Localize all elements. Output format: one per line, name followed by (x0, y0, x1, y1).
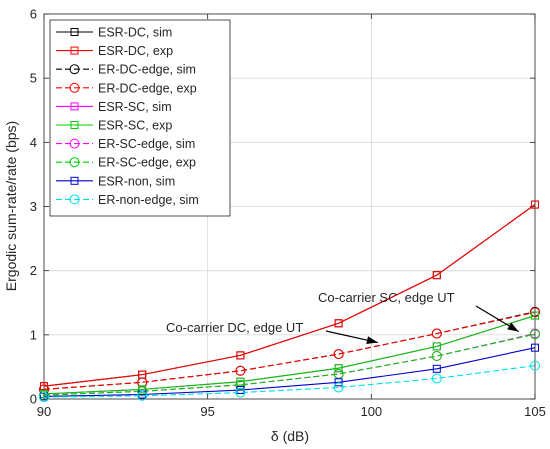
legend-label: ER-SC-edge, exp (98, 156, 196, 170)
circle-marker (333, 349, 344, 360)
legend-entry: ESR-non, sim (56, 174, 175, 188)
legend-label: ESR-DC, sim (98, 26, 172, 40)
annotation-sc-label: Co-carrier SC, edge UT (318, 290, 455, 305)
circle-marker (39, 384, 49, 395)
square-marker (236, 351, 245, 360)
legend-entry: ER-DC-edge, exp (56, 81, 197, 95)
legend-entry: ER-SC-edge, sim (56, 137, 195, 151)
y-tick-label: 2 (30, 263, 37, 278)
circle-marker (69, 138, 80, 149)
series-line (43, 347, 536, 397)
annotation-dc-label: Co-carrier DC, edge UT (166, 320, 303, 335)
legend-entry: ER-SC-edge, exp (56, 156, 196, 170)
series-line (43, 333, 536, 396)
legend: ESR-DC, sim ESR-DC, exp ER-DC-edge, sim ER-… (49, 19, 231, 217)
series-10 (39, 360, 540, 403)
y-tick-label: 1 (30, 327, 37, 342)
series-line (43, 311, 536, 390)
square-marker (70, 102, 79, 111)
circle-marker (69, 82, 80, 93)
series-line (43, 365, 536, 398)
legend-label: ESR-non, sim (98, 174, 175, 188)
axis-ticks: 90 95 100 105 0 1 2 3 4 5 6 (30, 7, 546, 420)
y-tick-label: 6 (30, 7, 37, 22)
legend-entry: ER-DC-edge, sim (56, 63, 196, 77)
circle-marker (333, 382, 344, 393)
x-tick-label: 90 (37, 404, 51, 419)
circle-marker (431, 328, 442, 339)
circle-marker (530, 360, 540, 371)
circle-marker (530, 329, 540, 340)
legend-entry: ESR-SC, exp (56, 119, 172, 133)
circle-marker (431, 351, 442, 362)
circle-marker (530, 307, 540, 318)
series-2 (40, 200, 539, 391)
circle-marker (137, 390, 148, 401)
square-marker (138, 385, 147, 394)
legend-entry: ER-non-edge, sim (56, 193, 199, 207)
legend-entry: ESR-DC, exp (56, 44, 173, 58)
circle-marker (235, 387, 246, 398)
circle-marker (235, 379, 246, 390)
circle-marker (431, 373, 442, 384)
legend-label: ER-DC-edge, sim (98, 63, 196, 77)
legend-label: ESR-DC, exp (98, 44, 173, 58)
series-group (39, 200, 540, 403)
circle-marker (137, 386, 148, 397)
legend-entry: ESR-DC, sim (56, 26, 172, 40)
circle-marker (69, 157, 80, 168)
x-tick-label: 95 (200, 404, 214, 419)
annotation-sc-arrowhead (507, 322, 519, 332)
y-tick-label: 4 (30, 135, 37, 150)
square-marker (334, 319, 343, 328)
y-tick-label: 3 (30, 199, 37, 214)
annotation-dc-arrowhead (366, 336, 378, 345)
legend-box (49, 19, 231, 217)
circle-marker (235, 365, 246, 376)
legend-label: ESR-SC, sim (98, 100, 172, 114)
square-marker (334, 378, 343, 387)
circle-marker (39, 392, 49, 403)
legend-label: ER-SC-edge, sim (98, 137, 195, 151)
legend-label: ER-DC-edge, exp (98, 81, 197, 95)
square-marker (70, 46, 79, 55)
square-marker (531, 200, 539, 209)
square-marker (531, 311, 539, 320)
legend-label: ER-non-edge, sim (98, 193, 199, 207)
square-marker (334, 364, 343, 373)
square-marker (432, 364, 441, 373)
square-marker (531, 343, 539, 352)
annotations: Co-carrier SC, edge UT Co-carrier DC, ed… (166, 290, 519, 345)
y-tick-label: 5 (30, 71, 37, 86)
circle-marker (69, 64, 80, 75)
series-line (43, 315, 536, 395)
y-tick-label: 0 (30, 392, 37, 407)
legend-label: ESR-SC, exp (98, 119, 172, 133)
y-axis-label: Ergodic sum-rate/rate (bps) (3, 121, 19, 291)
circle-marker (69, 194, 80, 205)
square-marker (70, 121, 79, 129)
square-marker (70, 176, 79, 185)
series-line (43, 204, 536, 387)
square-marker (432, 271, 441, 280)
x-tick-label: 105 (524, 404, 546, 419)
x-tick-label: 100 (360, 404, 382, 419)
legend-entry: ESR-SC, sim (56, 100, 172, 114)
x-axis-label: δ (dB) (271, 428, 309, 444)
square-marker (432, 342, 441, 351)
square-marker (70, 28, 79, 36)
